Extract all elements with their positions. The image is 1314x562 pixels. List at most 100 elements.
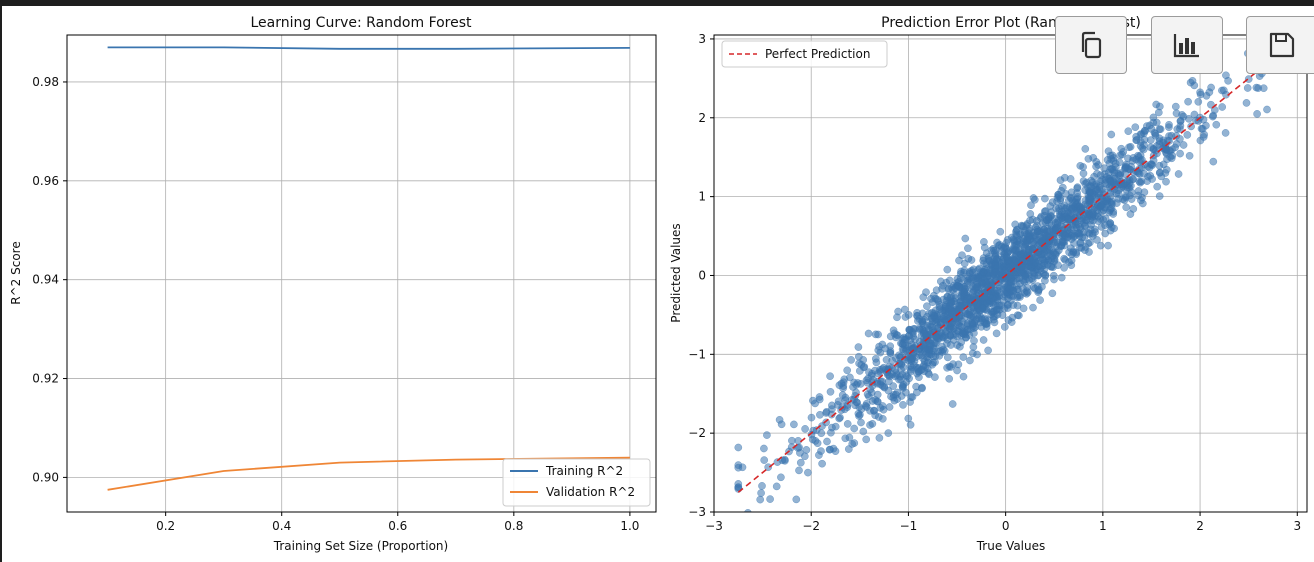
- scatter-point: [1002, 238, 1011, 247]
- scatter-point: [919, 293, 928, 302]
- scatter-point: [1221, 129, 1230, 137]
- scatter-point: [826, 372, 834, 381]
- scatter-point: [1194, 97, 1203, 106]
- scatter-point: [1084, 228, 1092, 237]
- scatter-point: [1207, 100, 1215, 109]
- scatter-point: [1025, 224, 1034, 233]
- scatter-point: [1005, 285, 1014, 293]
- scatter-point: [1155, 192, 1164, 200]
- scatter-point: [868, 369, 876, 378]
- scatter-point: [889, 326, 898, 335]
- scatter-point: [826, 387, 835, 396]
- scatter-point: [1043, 241, 1052, 249]
- scatter-point: [979, 336, 988, 344]
- scatter-point: [777, 473, 785, 482]
- scatter-point: [764, 463, 773, 472]
- scatter-point: [895, 351, 903, 360]
- copy-button[interactable]: [1055, 16, 1127, 74]
- scatter-point: [943, 353, 952, 362]
- scatter-point: [1121, 193, 1130, 202]
- scatter-point: [870, 407, 878, 415]
- x-tick-label: 0.2: [156, 519, 175, 533]
- legend-box: [502, 458, 651, 507]
- scatter-point: [859, 427, 868, 436]
- scatter-point: [854, 343, 863, 351]
- scatter-point: [1152, 100, 1161, 109]
- scatter-point: [1027, 201, 1035, 210]
- scatter-point: [984, 346, 992, 355]
- scatter-point: [895, 375, 903, 384]
- x-tick-label: 3: [1293, 519, 1301, 533]
- scatter-point: [851, 392, 860, 400]
- scatter-point: [802, 446, 811, 454]
- x-tick-label: −3: [705, 519, 723, 533]
- scatter-point: [1124, 127, 1133, 136]
- scatter-point: [955, 256, 963, 265]
- scatter-point: [1096, 241, 1105, 250]
- scatter-point: [991, 268, 1000, 276]
- scatter-point: [1146, 160, 1155, 169]
- scatter-point: [1029, 194, 1038, 202]
- scatter-point: [1151, 129, 1160, 138]
- scatter-point: [841, 434, 850, 443]
- scatter-point: [892, 333, 900, 342]
- x-tick-label: 1.0: [620, 519, 639, 533]
- scatter-point: [850, 424, 859, 433]
- chart-view-button[interactable]: [1151, 16, 1223, 74]
- scatter-point: [818, 459, 826, 468]
- scatter-point: [816, 410, 824, 419]
- scatter-point: [878, 414, 887, 423]
- scatter-point: [934, 297, 943, 305]
- scatter-point: [1000, 323, 1009, 331]
- scatter-point: [932, 339, 940, 347]
- y-tick-label: −1: [688, 347, 706, 361]
- scatter-point: [760, 444, 768, 453]
- scatter-point: [1186, 78, 1195, 87]
- scatter-point: [1040, 225, 1048, 234]
- scatter-point: [1073, 194, 1082, 203]
- scatter-point: [1016, 293, 1024, 301]
- scatter-point: [1081, 145, 1090, 153]
- scatter-point: [963, 325, 972, 334]
- scatter-point: [955, 322, 964, 331]
- scatter-point: [855, 367, 864, 375]
- scatter-point: [990, 318, 999, 327]
- scatter-point: [982, 298, 991, 307]
- scatter-point: [929, 352, 938, 361]
- scatter-point: [960, 266, 969, 275]
- scatter-point: [1023, 235, 1031, 244]
- scatter-point: [897, 360, 905, 369]
- scatter-point: [864, 329, 873, 338]
- scatter-point: [871, 330, 880, 339]
- save-button[interactable]: [1246, 16, 1314, 74]
- scatter-point: [1104, 241, 1112, 250]
- scatter-point: [973, 311, 982, 319]
- scatter-point: [892, 369, 900, 377]
- scatter-point: [1121, 163, 1130, 172]
- scatter-point: [1179, 141, 1188, 149]
- x-tick-label: 0: [1002, 519, 1010, 533]
- scatter-point: [908, 393, 917, 401]
- scatter-point: [1155, 161, 1164, 170]
- scatter-point: [815, 395, 824, 404]
- scatter-point: [1098, 185, 1106, 194]
- scatter-point: [936, 277, 945, 286]
- prediction-error-plot-frame: [713, 34, 1308, 513]
- scatter-point: [945, 374, 954, 383]
- scatter-point: [1076, 238, 1085, 247]
- x-tick-label: 2: [1196, 519, 1204, 533]
- scatter-point: [1029, 303, 1037, 312]
- scatter-point: [971, 317, 979, 326]
- scatter-point: [1031, 258, 1040, 267]
- scatter-point: [862, 403, 871, 411]
- scatter-point: [951, 283, 960, 292]
- scatter-point: [1079, 163, 1087, 171]
- scatter-point: [1041, 194, 1049, 203]
- scatter-point: [964, 254, 973, 263]
- scatter-point: [1153, 182, 1162, 191]
- scatter-point: [949, 324, 958, 333]
- scatter-point: [912, 382, 920, 391]
- y-tick-label: 0.96: [32, 174, 59, 188]
- scatter-point: [1185, 151, 1194, 160]
- scatter-point: [1007, 296, 1015, 305]
